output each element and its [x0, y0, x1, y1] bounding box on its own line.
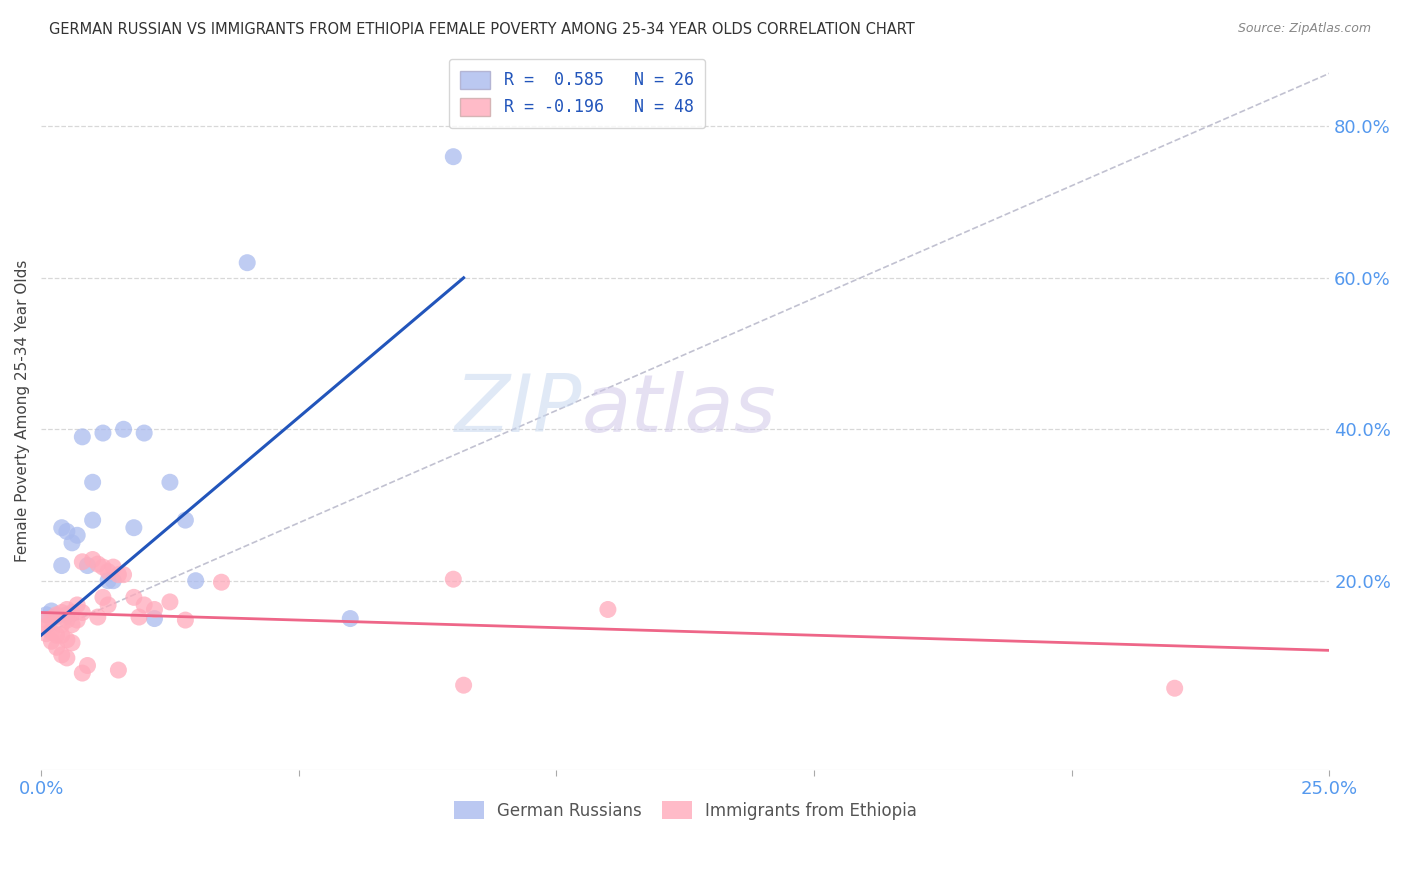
Text: GERMAN RUSSIAN VS IMMIGRANTS FROM ETHIOPIA FEMALE POVERTY AMONG 25-34 YEAR OLDS : GERMAN RUSSIAN VS IMMIGRANTS FROM ETHIOP…	[49, 22, 915, 37]
Point	[51, 628, 73, 642]
Point	[72, 555, 94, 569]
Point	[159, 595, 181, 609]
Point	[122, 591, 145, 605]
Point	[143, 611, 166, 625]
Legend: German Russians, Immigrants from Ethiopia: German Russians, Immigrants from Ethiopi…	[447, 795, 924, 826]
Point	[174, 513, 197, 527]
Point	[143, 602, 166, 616]
Point	[51, 648, 73, 662]
Point	[45, 640, 67, 655]
Point	[51, 521, 73, 535]
Point	[103, 560, 125, 574]
Point	[56, 524, 79, 539]
Point	[35, 613, 58, 627]
Point	[56, 613, 79, 627]
Point	[41, 611, 63, 625]
Point	[107, 663, 129, 677]
Point	[35, 619, 58, 633]
Point	[112, 567, 135, 582]
Point	[41, 625, 63, 640]
Point	[159, 475, 181, 490]
Point	[82, 475, 104, 490]
Point	[112, 422, 135, 436]
Point	[66, 528, 89, 542]
Point	[97, 598, 120, 612]
Point	[41, 604, 63, 618]
Point	[174, 613, 197, 627]
Point	[128, 610, 150, 624]
Point	[41, 634, 63, 648]
Point	[339, 611, 361, 625]
Point	[51, 606, 73, 620]
Text: Source: ZipAtlas.com: Source: ZipAtlas.com	[1237, 22, 1371, 36]
Point	[236, 255, 259, 269]
Text: ZIP: ZIP	[454, 371, 582, 450]
Point	[66, 598, 89, 612]
Point	[107, 567, 129, 582]
Point	[1163, 681, 1185, 696]
Point	[60, 636, 83, 650]
Point	[441, 150, 464, 164]
Point	[122, 521, 145, 535]
Point	[60, 536, 83, 550]
Y-axis label: Female Poverty Among 25-34 Year Olds: Female Poverty Among 25-34 Year Olds	[15, 260, 30, 562]
Point	[453, 678, 475, 692]
Point	[87, 557, 110, 571]
Point	[596, 602, 619, 616]
Point	[211, 575, 233, 590]
Text: atlas: atlas	[582, 371, 778, 450]
Point	[87, 610, 110, 624]
Point	[76, 558, 98, 573]
Point	[134, 425, 156, 440]
Point	[72, 430, 94, 444]
Point	[60, 606, 83, 620]
Point	[51, 558, 73, 573]
Point	[45, 609, 67, 624]
Point	[97, 574, 120, 588]
Point	[51, 617, 73, 632]
Point	[60, 617, 83, 632]
Point	[91, 591, 114, 605]
Point	[97, 565, 120, 579]
Point	[56, 607, 79, 622]
Point	[66, 613, 89, 627]
Point	[35, 626, 58, 640]
Point	[45, 628, 67, 642]
Point	[441, 572, 464, 586]
Point	[91, 425, 114, 440]
Point	[82, 552, 104, 566]
Point	[72, 666, 94, 681]
Point	[72, 606, 94, 620]
Point	[82, 513, 104, 527]
Point	[56, 632, 79, 647]
Point	[134, 598, 156, 612]
Point	[103, 574, 125, 588]
Point	[56, 602, 79, 616]
Point	[56, 651, 79, 665]
Point	[35, 607, 58, 622]
Point	[45, 607, 67, 622]
Point	[91, 560, 114, 574]
Point	[184, 574, 207, 588]
Point	[76, 658, 98, 673]
